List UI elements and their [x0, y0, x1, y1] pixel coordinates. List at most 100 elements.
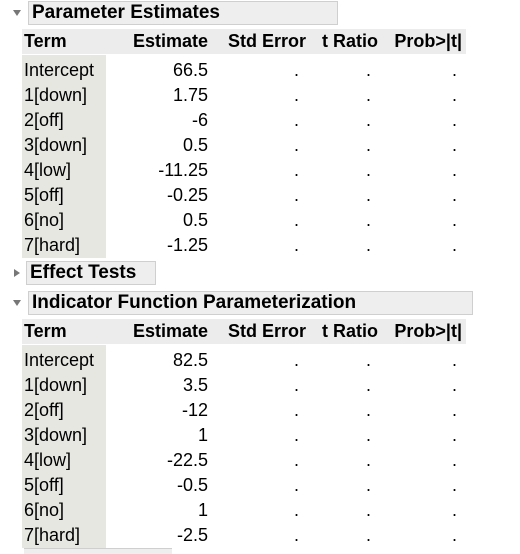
table-row: 7[hard] -1.25...: [22, 233, 466, 258]
std-error-cell: .: [293, 60, 299, 80]
table-row: 4[low] -22.5...: [22, 448, 466, 473]
prob-cell: .: [451, 185, 457, 205]
term-cell: 2[off]: [22, 108, 106, 133]
next-section-header-edge: [24, 548, 172, 554]
term-cell: 4[low]: [22, 158, 106, 183]
disclosure-triangle-down-icon[interactable]: [13, 10, 21, 16]
term-cell: 5[off]: [22, 183, 106, 208]
estimate-cell: -6: [191, 110, 208, 130]
table-row: 5[off] -0.5...: [22, 473, 466, 498]
estimate-cell: -0.25: [166, 185, 208, 205]
t-ratio-cell: .: [365, 135, 371, 155]
table-row: 5[off] -0.25...: [22, 183, 466, 208]
parameter-estimates-title: Parameter Estimates: [28, 1, 338, 25]
estimate-cell: -2.5: [176, 525, 208, 545]
disclosure-triangle-down-icon[interactable]: [13, 300, 21, 306]
std-error-cell: .: [293, 525, 299, 545]
column-header-t-ratio[interactable]: t Ratio: [310, 29, 382, 55]
column-header-term[interactable]: Term: [22, 319, 106, 345]
column-header-estimate[interactable]: Estimate: [106, 319, 212, 345]
std-error-cell: .: [293, 500, 299, 520]
term-cell: Intercept: [22, 58, 106, 83]
estimate-cell: 0.5: [182, 210, 208, 230]
term-cell: 7[hard]: [22, 233, 106, 258]
term-cell: 3[down]: [22, 423, 106, 448]
t-ratio-cell: .: [365, 450, 371, 470]
term-cell: 7[hard]: [22, 523, 106, 548]
std-error-cell: .: [293, 235, 299, 255]
column-header-t-ratio[interactable]: t Ratio: [310, 319, 382, 345]
table-row: Intercept 82.5...: [22, 348, 466, 373]
prob-cell: .: [451, 475, 457, 495]
effect-tests-header[interactable]: Effect Tests: [0, 261, 156, 285]
t-ratio-cell: .: [365, 500, 371, 520]
term-cell: 4[low]: [22, 448, 106, 473]
effect-tests-title: Effect Tests: [26, 261, 156, 285]
table-row: 3[down] 1...: [22, 423, 466, 448]
column-header-prob[interactable]: Prob>|t|: [382, 319, 466, 345]
prob-cell: .: [451, 235, 457, 255]
term-cell: 6[no]: [22, 498, 106, 523]
t-ratio-cell: .: [365, 160, 371, 180]
t-ratio-cell: .: [365, 525, 371, 545]
indicator-parameterization-header[interactable]: Indicator Function Parameterization: [0, 291, 473, 315]
std-error-cell: .: [293, 425, 299, 445]
table-row: 4[low] -11.25...: [22, 158, 466, 183]
t-ratio-cell: .: [365, 110, 371, 130]
prob-cell: .: [451, 400, 457, 420]
column-header-estimate[interactable]: Estimate: [106, 29, 212, 55]
t-ratio-cell: .: [365, 85, 371, 105]
term-cell: 6[no]: [22, 208, 106, 233]
table-row: 3[down] 0.5...: [22, 133, 466, 158]
table-header-row: Term Estimate Std Error t Ratio Prob>|t|: [22, 319, 466, 345]
estimate-cell: 3.5: [182, 375, 208, 395]
t-ratio-cell: .: [365, 400, 371, 420]
std-error-cell: .: [293, 85, 299, 105]
prob-cell: .: [451, 210, 457, 230]
estimate-cell: -12: [181, 400, 208, 420]
table-row: 6[no] 0.5...: [22, 208, 466, 233]
prob-cell: .: [451, 500, 457, 520]
prob-cell: .: [451, 525, 457, 545]
prob-cell: .: [451, 110, 457, 130]
estimate-cell: -11.25: [158, 160, 208, 180]
estimate-cell: -0.5: [176, 475, 208, 495]
t-ratio-cell: .: [365, 375, 371, 395]
estimate-cell: 1.75: [172, 85, 208, 105]
column-header-std-error[interactable]: Std Error: [212, 319, 310, 345]
t-ratio-cell: .: [365, 235, 371, 255]
term-cell: 5[off]: [22, 473, 106, 498]
table-row: 7[hard] -2.5...: [22, 523, 466, 548]
std-error-cell: .: [293, 210, 299, 230]
indicator-parameterization-table: Term Estimate Std Error t Ratio Prob>|t|…: [22, 319, 466, 548]
std-error-cell: .: [293, 400, 299, 420]
t-ratio-cell: .: [365, 210, 371, 230]
t-ratio-cell: .: [365, 60, 371, 80]
parameter-estimates-table: Term Estimate Std Error t Ratio Prob>|t|…: [22, 29, 466, 258]
table-row: 2[off] -6...: [22, 108, 466, 133]
term-cell: Intercept: [22, 348, 106, 373]
t-ratio-cell: .: [365, 425, 371, 445]
column-header-prob[interactable]: Prob>|t|: [382, 29, 466, 55]
std-error-cell: .: [293, 475, 299, 495]
t-ratio-cell: .: [365, 185, 371, 205]
parameter-estimates-header[interactable]: Parameter Estimates: [0, 1, 338, 25]
t-ratio-cell: .: [365, 350, 371, 370]
prob-cell: .: [451, 350, 457, 370]
column-header-term[interactable]: Term: [22, 29, 106, 55]
prob-cell: .: [451, 135, 457, 155]
table-header-row: Term Estimate Std Error t Ratio Prob>|t|: [22, 29, 466, 55]
prob-cell: .: [451, 375, 457, 395]
estimate-cell: 82.5: [172, 350, 208, 370]
disclosure-triangle-right-icon[interactable]: [14, 269, 20, 277]
table-row: 1[down] 1.75...: [22, 83, 466, 108]
t-ratio-cell: .: [365, 475, 371, 495]
std-error-cell: .: [293, 375, 299, 395]
prob-cell: .: [451, 60, 457, 80]
column-header-std-error[interactable]: Std Error: [212, 29, 310, 55]
table-row: 2[off] -12...: [22, 398, 466, 423]
estimate-cell: 1: [197, 425, 208, 445]
prob-cell: .: [451, 160, 457, 180]
estimate-cell: -22.5: [166, 450, 208, 470]
estimate-cell: 0.5: [182, 135, 208, 155]
